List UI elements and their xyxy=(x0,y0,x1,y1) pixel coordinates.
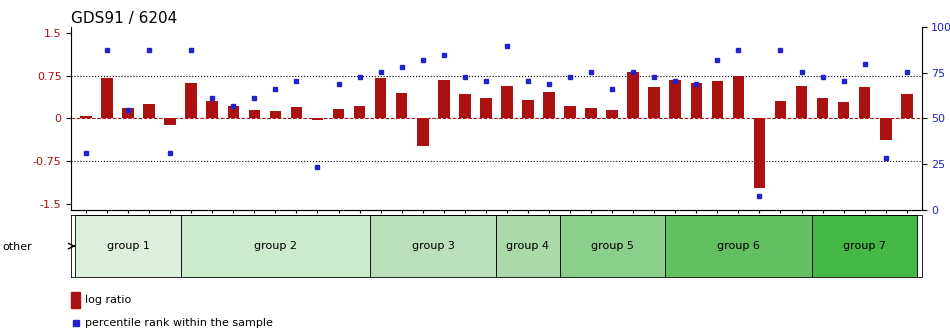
Bar xyxy=(501,86,513,119)
Bar xyxy=(80,116,92,119)
Bar xyxy=(522,100,534,119)
Bar xyxy=(291,107,302,119)
Bar xyxy=(480,98,492,119)
Bar xyxy=(564,106,576,119)
Bar xyxy=(102,78,113,119)
Text: percentile rank within the sample: percentile rank within the sample xyxy=(85,318,273,328)
Bar xyxy=(123,108,134,119)
Bar xyxy=(496,215,560,277)
Bar xyxy=(206,101,219,119)
Bar xyxy=(143,104,155,119)
Bar xyxy=(838,102,849,119)
Bar xyxy=(180,215,370,277)
Bar xyxy=(732,76,744,119)
Text: group 1: group 1 xyxy=(106,241,149,251)
Bar xyxy=(691,83,702,119)
Bar xyxy=(649,87,660,119)
Bar xyxy=(859,87,870,119)
Bar xyxy=(270,111,281,119)
Bar xyxy=(753,119,766,188)
Text: GDS91 / 6204: GDS91 / 6204 xyxy=(71,11,178,26)
Text: log ratio: log ratio xyxy=(85,295,131,305)
Text: group 3: group 3 xyxy=(411,241,455,251)
Bar xyxy=(670,80,681,119)
Bar xyxy=(312,119,323,120)
Bar xyxy=(627,72,639,119)
Bar xyxy=(880,119,891,140)
Bar xyxy=(543,92,555,119)
Bar xyxy=(812,215,918,277)
Bar xyxy=(396,93,408,119)
Bar xyxy=(164,119,176,125)
Text: group 5: group 5 xyxy=(591,241,634,251)
Text: group 2: group 2 xyxy=(254,241,297,251)
Bar xyxy=(370,215,496,277)
Bar xyxy=(560,215,665,277)
Bar xyxy=(375,78,387,119)
Bar xyxy=(75,215,180,277)
Bar xyxy=(796,86,808,119)
Bar xyxy=(417,119,428,146)
Bar xyxy=(665,215,812,277)
Text: group 4: group 4 xyxy=(506,241,549,251)
Bar xyxy=(227,106,239,119)
Bar xyxy=(185,83,197,119)
Bar xyxy=(332,109,344,119)
Text: other: other xyxy=(3,242,32,252)
Bar xyxy=(817,98,828,119)
Bar xyxy=(71,292,80,308)
Text: group 6: group 6 xyxy=(717,241,760,251)
Bar xyxy=(353,106,366,119)
Text: group 7: group 7 xyxy=(844,241,886,251)
Bar xyxy=(774,101,787,119)
Bar xyxy=(459,94,470,119)
Bar xyxy=(438,80,449,119)
Bar xyxy=(901,94,913,119)
Bar xyxy=(585,108,597,119)
Bar xyxy=(606,110,618,119)
Bar xyxy=(249,110,260,119)
Bar xyxy=(712,81,723,119)
